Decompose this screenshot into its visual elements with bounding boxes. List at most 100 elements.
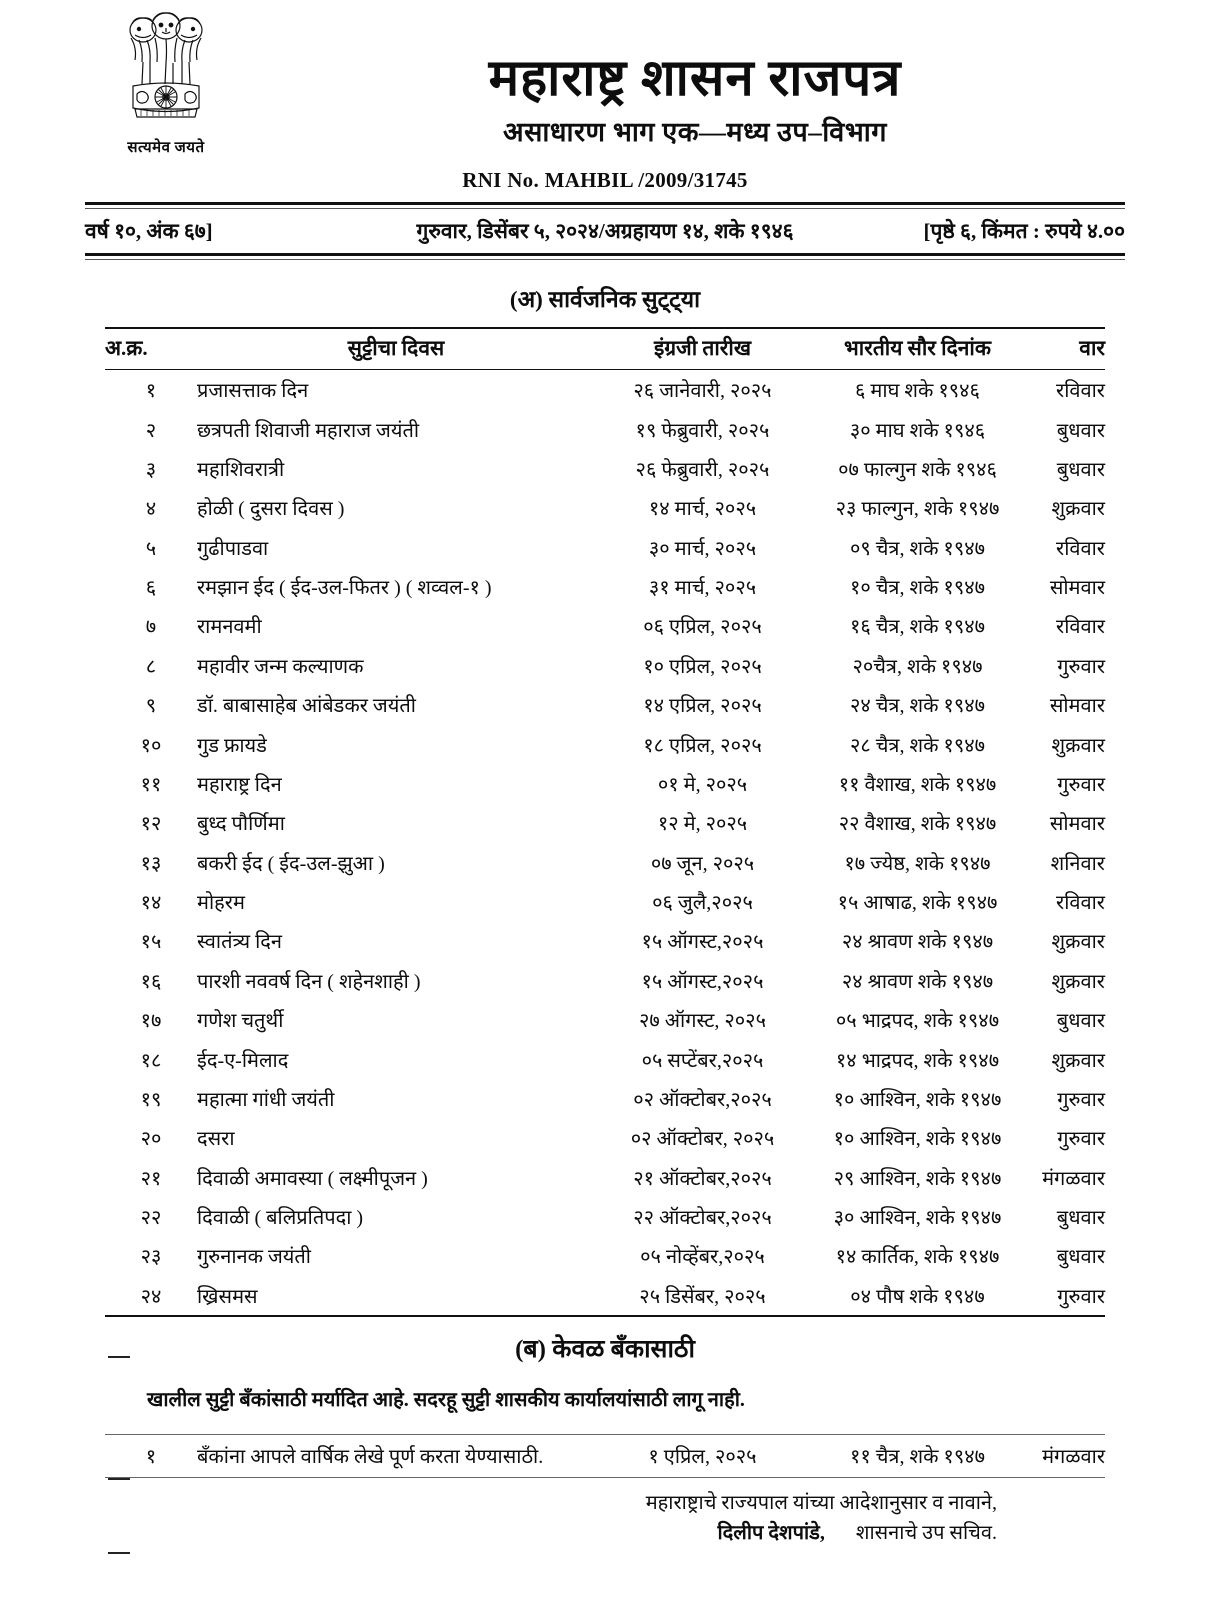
cell-solar: ०४ पौष शके १९४७ [810,1275,1025,1318]
ashoka-emblem: सत्यमेव जयते [118,8,214,168]
table-row: १ प्रजासत्ताक दिन २६ जानेवारी, २०२५ ६ माघ श… [105,370,1105,410]
cell-eng: १४ मार्च, २०२५ [648,498,757,521]
gazette-subtitle: असाधारण भाग एक—मध्य उप–विभाग [503,117,887,148]
cell-day: शुक्रवार [1051,498,1105,521]
cell-eng: १५ ऑगस्ट,२०२५ [641,970,764,993]
cell-eng: १० एप्रिल, २०२५ [643,655,762,678]
table-row: २४ ख्रिसमस २५ डिसेंबर, २०२५ ०४ पौष शके १९४७… [105,1275,1105,1318]
cell-solar: २२ वैशाख, शके १९४७ [838,813,997,836]
public-holidays-table: अ.क्र. सुट्टीचा दिवस इंग्रजी तारीख भारती… [105,327,1105,1318]
margin-dash-1 [108,1356,130,1358]
rni-number: RNI No. MAHBIL /2009/31745 [462,168,748,192]
cell-day: बुधवार [1056,1246,1105,1269]
cell-day: मंगळवार [1042,1167,1105,1190]
cell-sr: ४ [145,498,157,521]
bank-table-body: १ बँकांना आपले वार्षिक लेखे पूर्ण करता ये… [105,1434,1105,1478]
cell-name: ख्रिसमस [197,1275,595,1318]
cell-solar: २९ आश्विन, शके १९४७ [833,1167,1002,1190]
cell-sr: १ [145,380,157,403]
cell-eng: १८ एप्रिल, २०२५ [643,734,762,757]
cell-sr: १६ [140,970,162,993]
cell-day: गुरुवार [1025,1275,1105,1318]
bank-holidays-table-wrap: १ बँकांना आपले वार्षिक लेखे पूर्ण करता ये… [105,1434,1105,1478]
cell-solar: १६ चैत्र, शके १९४७ [849,616,986,639]
cell-name: ईद-ए-मिलाद [197,1049,289,1072]
emblem-motto: सत्यमेव जयते [127,140,205,156]
cell-name: मोहरम [197,892,245,915]
signatory-name: दिलीप देशपांडे, [717,1522,825,1544]
cell-solar: १० आश्विन, शके १९४७ [833,1088,1002,1111]
bank-cell-name: बँकांना आपले वार्षिक लेखे पूर्ण करता येण… [197,1434,595,1478]
table-row: १७ गणेश चतुर्थी २७ ऑगस्ट, २०२५ ०५ भाद्रपद, … [105,1000,1105,1039]
public-holidays-table-wrap: अ.क्र. सुट्टीचा दिवस इंग्रजी तारीख भारती… [105,327,1105,1318]
table-header-row: अ.क्र. सुट्टीचा दिवस इंग्रजी तारीख भारती… [105,327,1105,370]
table-row: २३ गुरुनानक जयंती ०५ नोव्हेंबर,२०२५ १४ कार्… [105,1236,1105,1275]
cell-day: गुरुवार [1057,655,1105,678]
bank-cell-sr: १ [105,1434,197,1478]
cell-eng: १२ मे, २०२५ [657,813,748,836]
cell-sr: १९ [140,1088,162,1111]
order-line: महाराष्ट्राचे राज्यपाल यांच्या आदेशानुसा… [645,1492,997,1514]
signatory: दिलीप देशपांडे, शासनाचे उप सचिव. [105,1518,998,1545]
cell-eng: १४ एप्रिल, २०२५ [643,695,762,718]
cell-name: पारशी नववर्ष दिन ( शहेनशाही ) [197,970,421,993]
cell-day: सोमवार [1049,695,1105,718]
table-row: ७ रामनवमी ०६ एप्रिल, २०२५ १६ चैत्र, शके १९४… [105,606,1105,645]
cell-solar: १७ ज्येष्ठ, शके १९४७ [844,852,991,875]
cell-name: रामनवमी [197,616,262,639]
cell-sr: १७ [140,1010,162,1033]
cell-sr: २० [140,1128,162,1151]
cell-eng: २६ फेब्रुवारी, २०२५ [635,458,770,481]
cell-name: महाशिवरात्री [197,458,285,481]
cell-solar: १५ आषाढ, शके १९४७ [837,892,998,915]
table-row: १६ पारशी नववर्ष दिन ( शहेनशाही ) १५ ऑगस्ट,… [105,961,1105,1000]
cell-sr: २४ [105,1275,197,1318]
cell-day: रविवार [1056,537,1105,560]
section-a-heading: (अ) सार्वजनिक सुट्ट्या [509,287,701,312]
cell-name: प्रजासत्ताक दिन [197,380,309,403]
table-row: १० गुड फ्रायडे १८ एप्रिल, २०२५ २८ चैत्र, शक… [105,724,1105,763]
cell-sr: ६ [145,577,157,600]
cell-eng: ३१ मार्च, २०२५ [648,577,757,600]
cell-solar: ०५ भाद्रपद, शके १९४७ [835,1010,1000,1033]
issue-date: गुरुवार, डिसेंबर ५, २०२४/अग्रहायण १४, शक… [416,219,794,243]
cell-sr: ११ [140,773,162,796]
masthead: सत्यमेव जयते महाराष्ट्र शासन राजपत्र असा… [0,0,1210,196]
cell-eng: ०२ ऑक्टोबर,२०२५ [633,1088,772,1111]
cell-day: शुक्रवार [1051,931,1105,954]
signatory-designation: शासनाचे उप सचिव. [855,1522,997,1544]
cell-eng: ०५ नोव्हेंबर,२०२५ [640,1246,765,1269]
cell-sr: २ [145,419,157,442]
cell-eng: १९ फेब्रुवारी, २०२५ [635,419,770,442]
title-block: महाराष्ट्र शासन राजपत्र असाधारण भाग एक—म… [240,52,1150,149]
col-header-name: सुट्टीचा दिवस [197,327,595,370]
cell-sr: ९ [145,695,157,718]
cell-day: शनिवार [1050,852,1105,875]
margin-dash-2 [108,1478,130,1480]
cell-day: बुधवार [1056,458,1105,481]
cell-sr: १३ [140,852,162,875]
cell-sr: २३ [140,1246,162,1269]
cell-solar: १४ भाद्रपद, शके १९४७ [835,1049,1000,1072]
cell-solar: २४ चैत्र, शके १९४७ [849,695,986,718]
table-row: ४ होळी ( दुसरा दिवस ) १४ मार्च, २०२५ २३ फाल… [105,488,1105,527]
cell-solar: २४ श्रावण शके १९४७ [841,931,994,954]
col-header-sr: अ.क्र. [105,327,197,370]
table-row: २१ दिवाळी अमावस्या ( लक्ष्मीपूजन ) २१ ऑक्ट… [105,1158,1105,1197]
divider-below-issue [85,253,1125,260]
table-row: २२ दिवाळी ( बलिप्रतिपदा ) २२ ऑक्टोबर,२०२५ ३… [105,1197,1105,1236]
cell-eng: २२ ऑक्टोबर,२०२५ [633,1207,772,1230]
cell-name: महावीर जन्म कल्याणक [197,655,364,678]
cell-solar: ०९ चैत्र, शके १९४७ [849,537,986,560]
cell-name: महात्मा गांधी जयंती [197,1088,335,1111]
cell-solar: २८ चैत्र, शके १९४७ [849,734,986,757]
cell-solar: ०७ फाल्गुन शके १९४६ [838,458,997,481]
table-row: १२ बुध्द पौर्णिमा १२ मे, २०२५ २२ वैशाख, शके… [105,803,1105,842]
issue-info-line: वर्ष १०, अंक ६७] गुरुवार, डिसेंबर ५, २०२… [85,209,1125,253]
cell-day: शुक्रवार [1051,1049,1105,1072]
cell-sr: १८ [140,1049,162,1072]
cell-sr: २१ [140,1167,162,1190]
cell-day: शुक्रवार [1051,734,1105,757]
cell-day: रविवार [1056,380,1105,403]
